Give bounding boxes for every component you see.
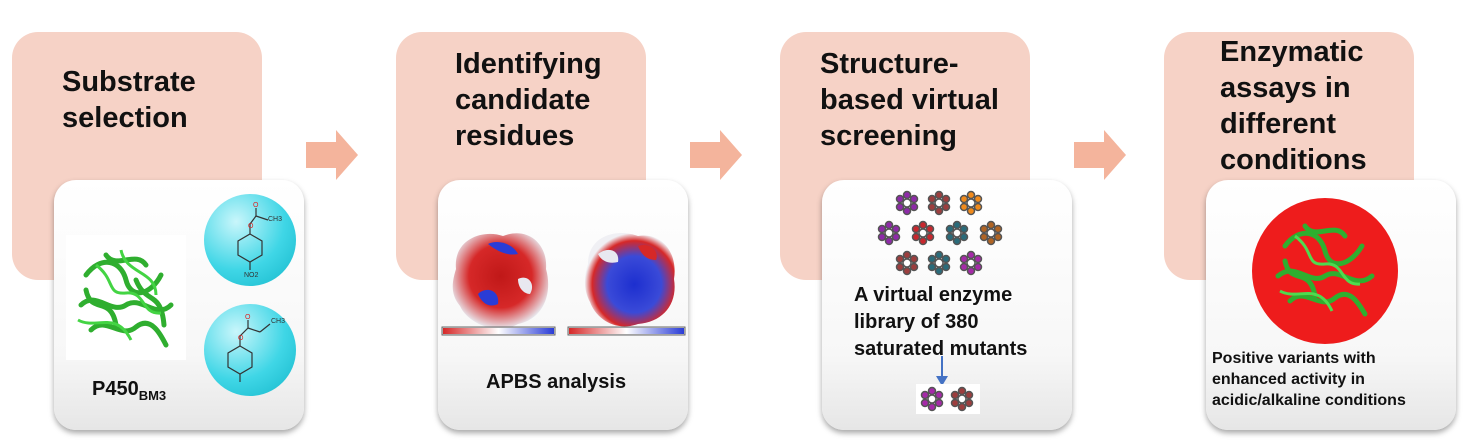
arrow-right-icon [1074,130,1126,180]
arrow-right-icon [690,130,742,180]
substrate-sphere-2: O O CH3 [204,304,296,396]
enzyme-name-label: P450BM3 [92,378,167,403]
p450-enzyme-structure-icon [66,235,186,360]
step-title-4: Enzymatic assays in different conditions [1220,36,1367,176]
svg-text:O: O [245,314,251,321]
arrow-down-icon [936,356,948,386]
mutant-library-icon [877,190,1003,276]
nitro-label: NO2 [244,272,259,279]
substituent-label: CH3 [268,216,283,223]
molecule-structure-icon: O O [237,202,269,270]
selected-mutants-icon [916,384,980,414]
arrow-right-icon [306,130,358,180]
card-positive-variants: Positive variants with enhanced activity… [1206,180,1456,430]
svg-text:O: O [248,223,254,230]
substituent-label: CH3 [271,318,286,325]
svg-text:O: O [253,202,259,209]
step-title-1: Substrate selection [62,66,196,134]
card-virtual-library: A virtual enzyme library of 380 saturate… [822,180,1072,430]
card-substrate: O O CH3 NO2 O O CH3 P450BM3 [54,180,304,430]
variants-caption: Positive variants with enhanced activity… [1212,350,1406,409]
enzyme-on-red-disc-icon [1252,198,1398,344]
card-apbs: APBS analysis [438,180,688,430]
electrostatic-surface-icon [441,233,686,336]
apbs-caption: APBS analysis [486,371,627,393]
step-title-2: Identifying candidate residues [455,48,602,152]
svg-text:O: O [238,335,244,342]
library-caption: A virtual enzyme library of 380 saturate… [854,284,1028,360]
step-title-3: Structure- based virtual screening [820,48,999,152]
substrate-sphere-1: O O CH3 NO2 [204,194,296,286]
molecule-structure-icon: O O [227,314,271,382]
